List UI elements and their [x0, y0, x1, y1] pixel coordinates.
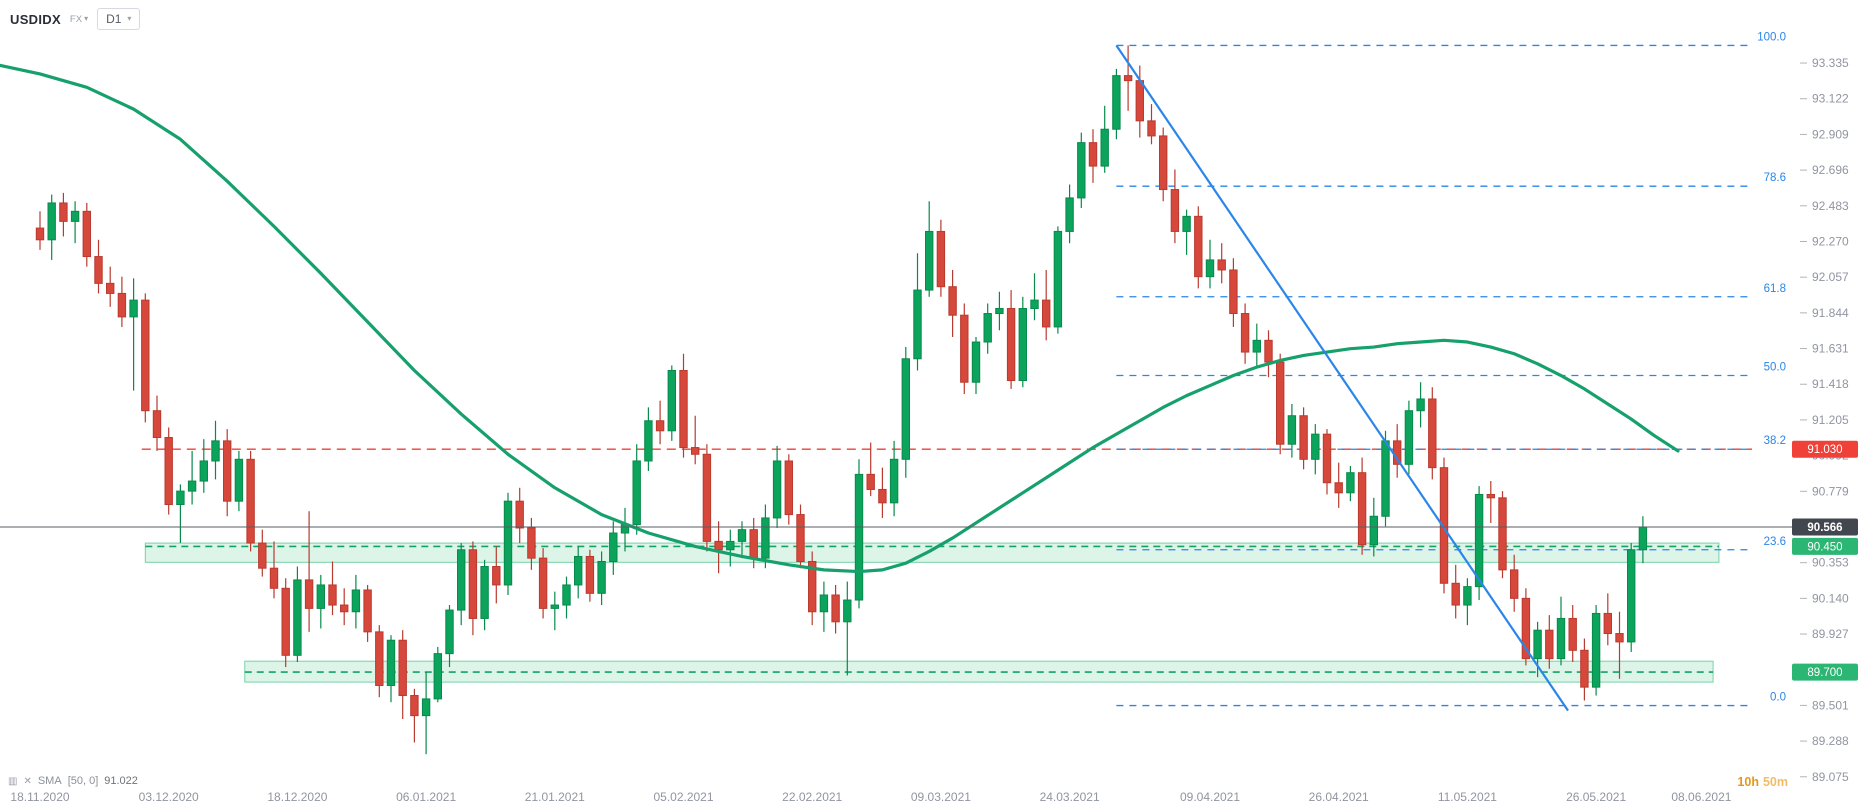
countdown-minutes: 50m [1762, 775, 1788, 789]
market-label: FX [69, 13, 83, 25]
svg-text:89.288: 89.288 [1812, 734, 1849, 748]
indicator-params: [50, 0] [67, 775, 99, 787]
svg-text:89.501: 89.501 [1812, 698, 1849, 712]
svg-text:18.12.2020: 18.12.2020 [267, 790, 327, 804]
candles [35, 45, 1648, 755]
svg-text:38.2: 38.2 [1764, 435, 1786, 447]
svg-text:06.01.2021: 06.01.2021 [396, 790, 456, 804]
indicator-legend: ▥ ✕ SMA [50, 0] 91.022 [8, 775, 138, 787]
time-axis[interactable]: 18.11.2020 03.12.2020 18.12.2020 06.01.2021… [10, 790, 1731, 804]
svg-text:21.01.2021: 21.01.2021 [525, 790, 585, 804]
indicator-value: 91.022 [104, 775, 138, 787]
svg-text:91.205: 91.205 [1812, 413, 1849, 427]
svg-text:89.075: 89.075 [1812, 770, 1849, 784]
svg-text:61.8: 61.8 [1764, 283, 1786, 295]
timeframe-label: D1 [106, 12, 122, 26]
svg-text:22.02.2021: 22.02.2021 [782, 790, 842, 804]
svg-text:90.566: 90.566 [1807, 522, 1842, 534]
svg-text:90.140: 90.140 [1812, 591, 1849, 605]
svg-text:93.335: 93.335 [1812, 56, 1849, 70]
chevron-down-icon: ▾ [127, 14, 132, 23]
svg-text:24.03.2021: 24.03.2021 [1040, 790, 1100, 804]
svg-text:23.6: 23.6 [1764, 536, 1786, 548]
svg-text:100.0: 100.0 [1757, 31, 1786, 43]
zone-price-badge: 90.450 [1792, 537, 1858, 555]
svg-text:89.700: 89.700 [1807, 667, 1842, 679]
timeframe-dropdown[interactable]: D1 ▾ [97, 8, 141, 30]
zone-price-badge: 89.700 [1792, 663, 1858, 681]
svg-text:09.03.2021: 09.03.2021 [911, 790, 971, 804]
symbol-label: USDIDX [10, 11, 61, 27]
fibonacci-retracement[interactable]: 100.0 78.6 61.8 50.0 38.2 23.6 0.0 [1116, 31, 1786, 707]
remove-indicator-icon[interactable]: ✕ [23, 775, 32, 787]
svg-text:50.0: 50.0 [1764, 362, 1786, 374]
svg-text:03.12.2020: 03.12.2020 [139, 790, 199, 804]
indicator-name: SMA [37, 775, 62, 787]
current-price-badge: 90.566 [1792, 518, 1858, 536]
svg-text:92.696: 92.696 [1812, 163, 1849, 177]
svg-text:89.927: 89.927 [1812, 627, 1849, 641]
svg-text:09.04.2021: 09.04.2021 [1180, 790, 1240, 804]
svg-text:92.057: 92.057 [1812, 270, 1849, 284]
svg-text:05.02.2021: 05.02.2021 [653, 790, 713, 804]
svg-text:90.450: 90.450 [1807, 541, 1842, 553]
svg-text:93.122: 93.122 [1812, 92, 1849, 106]
instrument-header: USDIDX FX ▾ D1 ▾ [10, 8, 141, 30]
svg-text:26.05.2021: 26.05.2021 [1566, 790, 1626, 804]
chevron-down-icon: ▾ [84, 14, 89, 23]
support-zone[interactable] [244, 660, 1714, 683]
alert-price-badge: 91.030 [1792, 440, 1858, 458]
candle-countdown: 10h 50m [1737, 775, 1788, 789]
svg-text:92.909: 92.909 [1812, 127, 1849, 141]
sma-line[interactable] [0, 63, 1680, 574]
svg-text:90.353: 90.353 [1812, 556, 1849, 570]
svg-text:91.631: 91.631 [1812, 342, 1849, 356]
trendline[interactable] [1115, 44, 1569, 712]
svg-text:78.6: 78.6 [1764, 172, 1786, 184]
svg-text:08.06.2021: 08.06.2021 [1671, 790, 1731, 804]
svg-text:26.04.2021: 26.04.2021 [1309, 790, 1369, 804]
svg-text:92.483: 92.483 [1812, 199, 1849, 213]
svg-text:92.270: 92.270 [1812, 234, 1849, 248]
svg-text:91.418: 91.418 [1812, 377, 1849, 391]
svg-text:0.0: 0.0 [1770, 692, 1786, 704]
countdown-hours: 10h [1737, 775, 1759, 789]
svg-text:11.05.2021: 11.05.2021 [1438, 790, 1497, 804]
svg-text:90.779: 90.779 [1812, 484, 1849, 498]
indicator-chart-icon[interactable]: ▥ [8, 775, 18, 787]
svg-text:91.844: 91.844 [1812, 306, 1849, 320]
market-selector[interactable]: FX ▾ [70, 14, 88, 25]
svg-text:91.030: 91.030 [1807, 444, 1842, 456]
svg-text:18.11.2020: 18.11.2020 [10, 790, 69, 804]
